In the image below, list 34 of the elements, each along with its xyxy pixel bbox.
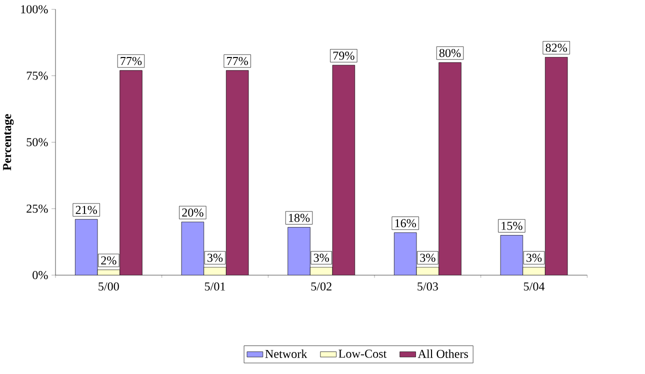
- bar: [394, 232, 417, 276]
- bar: [75, 219, 98, 276]
- data-label: 3%: [526, 254, 542, 262]
- data-label: 77%: [120, 57, 142, 66]
- data-label: 21%: [76, 206, 98, 214]
- data-label: 77%: [227, 57, 248, 66]
- y-tick-label: 25%: [26, 204, 48, 213]
- data-label: 80%: [439, 49, 461, 58]
- x-tick-label: 5/02: [311, 282, 332, 291]
- data-label: 3%: [314, 254, 329, 262]
- bar: [500, 235, 524, 276]
- x-tick-label: 5/00: [98, 282, 119, 291]
- data-label: 15%: [502, 222, 522, 230]
- y-axis-title: Percentage: [3, 114, 14, 171]
- legend-label: Low-Cost: [338, 350, 387, 358]
- legend-label: All Others: [418, 350, 468, 358]
- data-label: 79%: [333, 52, 354, 60]
- legend-label: Network: [265, 350, 308, 358]
- data-label: 3%: [208, 254, 223, 262]
- x-tick-label: 5/01: [204, 282, 226, 291]
- y-tick-label: 0%: [32, 271, 48, 280]
- x-tick-label: 5/04: [524, 282, 545, 291]
- y-tick-label: 75%: [26, 72, 48, 80]
- data-label: 2%: [101, 256, 116, 265]
- data-label: 82%: [546, 44, 567, 52]
- y-tick-label: 100%: [21, 5, 48, 14]
- data-label: 3%: [420, 254, 436, 262]
- x-tick-label: 5/03: [418, 282, 438, 291]
- y-tick-label: 50%: [26, 138, 48, 146]
- data-label: 20%: [182, 208, 204, 217]
- bar: [288, 227, 310, 276]
- data-label: 16%: [395, 219, 416, 228]
- data-label: 18%: [289, 214, 310, 222]
- bar: [182, 222, 204, 276]
